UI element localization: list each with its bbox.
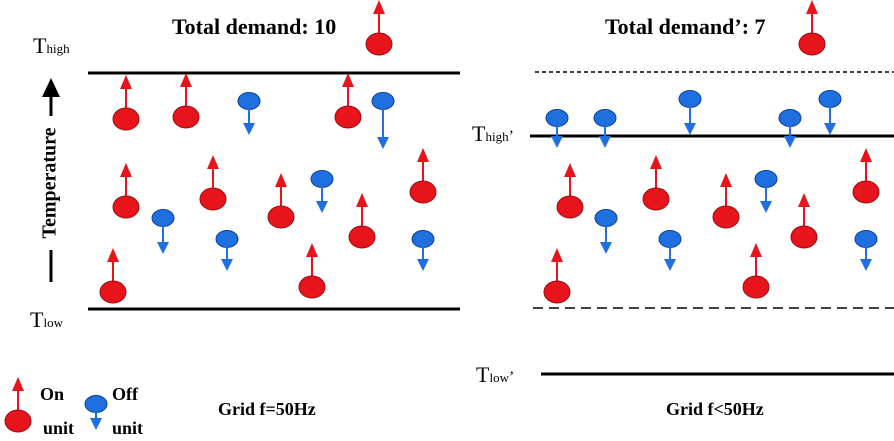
right-off-unit [658,230,682,271]
right-off-unit [854,230,878,271]
temperature-axis-arrowhead [42,78,60,97]
right-title-on-icon [798,0,826,56]
right-on-unit [852,148,880,204]
left-title: Total demand: 10 [172,14,336,39]
right-on-unit [742,243,770,299]
right-grid-label: Grid f<50Hz [666,399,764,419]
legend-off-label: Off [112,384,139,404]
left-off-unit [411,230,435,271]
legend-on-label-2: unit [43,418,74,438]
left-on-unit [172,73,200,129]
right-on-unit [712,173,740,229]
left-off-unit [215,230,239,271]
right-off-unit [545,109,569,148]
units-layer [4,0,880,433]
temperature-axis-label: Temperature [39,127,61,238]
left-off-unit [237,92,261,135]
left-off-unit [151,209,175,254]
right-off-unit [593,109,617,148]
right-title: Total demand’: 7 [605,14,766,39]
legend-off-icon [84,395,108,430]
right-t-high-label: Thigh’ [472,121,514,146]
left-on-unit [348,193,376,249]
left-title-on-icon [365,0,393,56]
right-on-unit [790,193,818,249]
right-off-unit [778,109,802,148]
left-on-unit [267,173,295,229]
right-off-unit [818,90,842,135]
left-on-unit [334,73,362,129]
right-on-unit [556,163,584,219]
right-off-unit [754,170,778,213]
left-on-unit [112,75,140,131]
left-off-unit [371,92,395,149]
left-t-low-label: Tlow [30,307,64,332]
legend-on-label: On [40,384,64,404]
right-on-unit [543,248,571,304]
left-on-unit [199,155,227,211]
right-off-unit [594,209,618,254]
left-off-unit [310,170,334,213]
left-on-unit [99,248,127,304]
left-on-unit [298,243,326,299]
right-on-unit [642,155,670,211]
left-on-unit [112,163,140,219]
right-t-low-label: Tlow’ [476,362,514,387]
left-t-high-label: Thigh [33,33,70,58]
left-on-unit [409,148,437,204]
legend-on-icon [4,377,32,433]
legend-off-label-2: unit [112,418,143,438]
right-off-unit [678,90,702,135]
left-grid-label: Grid f=50Hz [218,399,316,419]
